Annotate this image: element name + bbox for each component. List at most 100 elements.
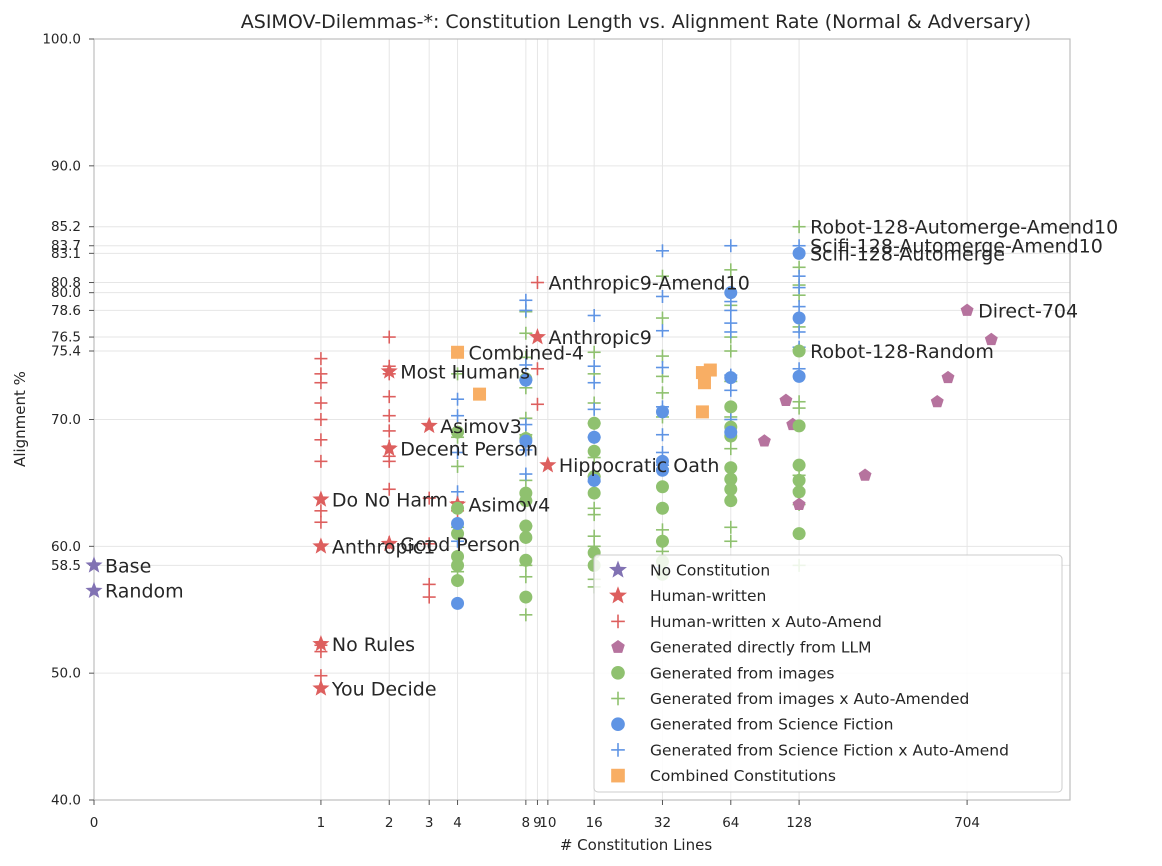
data-point	[539, 456, 557, 473]
data-point	[655, 349, 669, 363]
data-point	[695, 405, 709, 419]
data-point	[519, 519, 533, 533]
point-annotation: Hippocratic Oath	[559, 455, 720, 477]
data-point	[724, 263, 738, 277]
y-tick-label: 40.0	[51, 793, 81, 809]
data-point	[724, 442, 738, 456]
data-point	[519, 570, 533, 584]
data-point	[519, 373, 533, 387]
point-annotation: Robot-128-Automerge-Amend10	[810, 217, 1118, 239]
data-point	[724, 286, 738, 300]
data-point	[792, 401, 806, 415]
data-point	[473, 387, 487, 401]
legend-marker	[611, 665, 625, 680]
x-tick-label: 128	[786, 815, 812, 831]
series-combined-constitutions	[451, 345, 717, 419]
legend-item: Generated from images x Auto-Amended	[611, 690, 969, 708]
data-point	[422, 491, 436, 505]
y-tick-label: 60.0	[51, 539, 81, 555]
data-point	[858, 468, 872, 481]
legend-item: No Constitution	[609, 560, 770, 580]
point-annotation: You Decide	[331, 678, 437, 700]
data-point	[724, 534, 738, 548]
data-point	[724, 494, 738, 508]
data-point	[451, 345, 465, 359]
legend-label: Generated from Science Fiction x Auto-Am…	[650, 741, 1009, 759]
data-point	[655, 501, 669, 515]
data-point	[519, 418, 533, 432]
data-point	[451, 445, 465, 459]
legend-marker	[609, 586, 627, 604]
data-point	[724, 239, 738, 253]
data-point	[587, 473, 601, 487]
data-point	[792, 485, 806, 499]
point-annotation: Combined-4	[469, 342, 584, 364]
data-point	[655, 311, 669, 325]
legend: No Constitution Human-written Human-writte…	[593, 554, 1063, 793]
data-point	[314, 396, 328, 410]
data-point	[724, 425, 738, 439]
data-point	[451, 367, 465, 381]
data-point	[960, 303, 974, 316]
data-point	[380, 534, 398, 552]
x-tick-label: 8	[522, 815, 531, 831]
legend-item: Human-written x Auto-Amend	[611, 613, 882, 631]
x-axis-label: # Constitution Lines	[560, 836, 713, 854]
x-tick-label: 9	[533, 815, 542, 831]
chart-title: ASIMOV-Dilemmas-*: Constitution Length v…	[241, 11, 1031, 33]
data-point	[519, 467, 533, 481]
data-point	[382, 390, 396, 404]
data-point	[655, 324, 669, 338]
data-point	[314, 433, 328, 447]
data-point	[792, 281, 806, 295]
legend-label: No Constitution	[650, 562, 770, 580]
data-point	[655, 269, 669, 283]
legend-label: Combined Constitutions	[650, 767, 836, 785]
data-point	[587, 416, 601, 430]
x-tick-label: 1	[317, 815, 326, 831]
data-point	[792, 497, 806, 510]
x-tick-label: 704	[954, 815, 980, 831]
data-point	[382, 409, 396, 423]
y-tick-label: 75.4	[51, 344, 81, 360]
legend-marker	[609, 560, 627, 578]
data-point	[655, 534, 669, 548]
data-point	[655, 360, 669, 374]
x-tick-label: 0	[90, 815, 99, 831]
data-point	[655, 428, 669, 442]
data-point	[587, 486, 601, 500]
point-annotation: Robot-128-Random	[810, 341, 994, 363]
x-tick-label: 2	[385, 815, 394, 831]
y-tick-label: 85.2	[51, 219, 81, 235]
data-point	[451, 517, 465, 531]
data-point	[587, 359, 601, 373]
legend-marker	[611, 639, 625, 653]
legend-item: Generated from images	[611, 664, 835, 682]
data-point	[792, 473, 806, 487]
axis-ticks: 0 1 2 3 4 8 910 16 32 64 128 704 40.0 50.0 58.5 60.0 70.…	[42, 32, 980, 832]
legend-item: Generated directly from LLM	[611, 639, 872, 657]
data-point	[587, 376, 601, 390]
data-point	[451, 459, 465, 473]
data-point	[655, 386, 669, 400]
data-point	[530, 276, 544, 290]
data-point	[420, 416, 438, 434]
x-tick-label: 3	[425, 815, 434, 831]
data-point	[587, 308, 601, 322]
data-point	[312, 635, 330, 652]
data-point	[85, 556, 103, 573]
data-point	[792, 311, 806, 325]
data-point	[451, 425, 465, 439]
data-point	[530, 397, 544, 411]
data-point	[382, 330, 396, 344]
y-tick-label: 90.0	[51, 158, 81, 174]
data-point	[422, 590, 436, 604]
data-point	[519, 530, 533, 544]
legend-item: Generated from Science Fiction x Auto-Am…	[611, 741, 1009, 759]
data-point	[451, 596, 465, 610]
x-tick-label: 32	[654, 815, 671, 831]
data-point	[314, 376, 328, 390]
data-point	[519, 358, 533, 372]
point-annotation: Anthropic9	[548, 327, 651, 349]
